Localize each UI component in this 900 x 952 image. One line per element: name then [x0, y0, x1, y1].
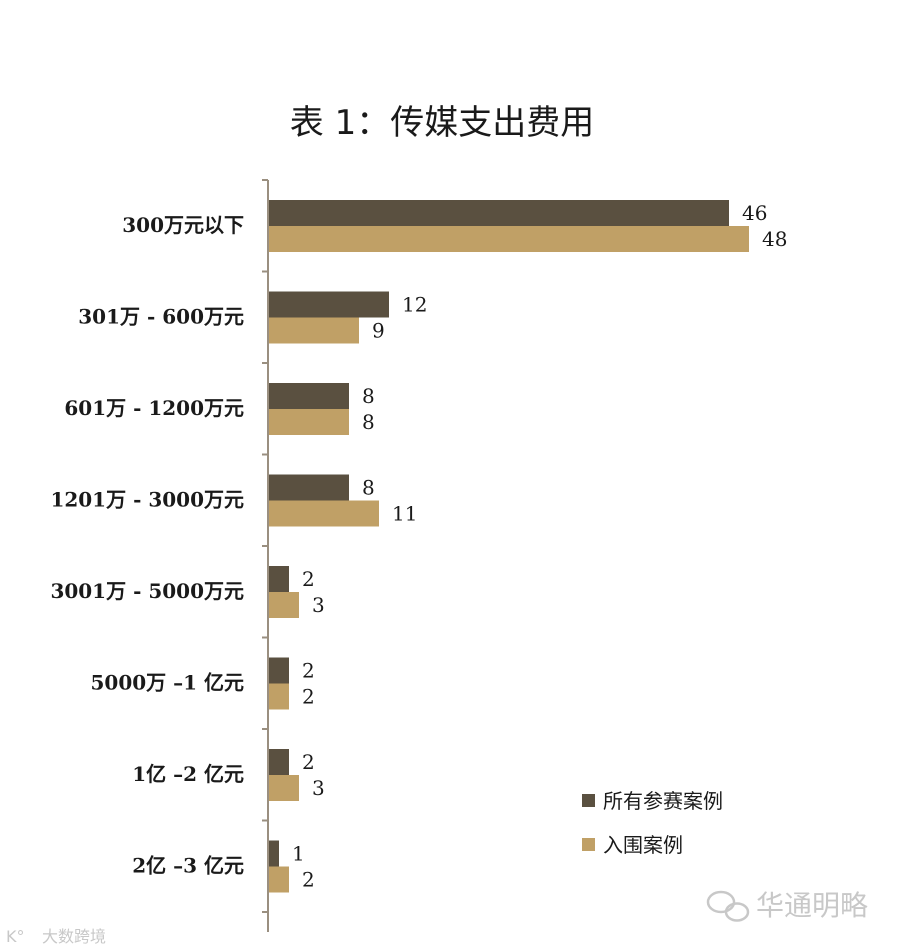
category-label: 3001万 - 5000万元 [50, 579, 244, 603]
data-label-series-0: 8 [362, 384, 375, 408]
data-label-series-1: 2 [302, 868, 315, 892]
y-axis [262, 179, 269, 932]
bar-series-0 [269, 383, 349, 409]
category-label: 1201万 - 3000万元 [50, 488, 244, 512]
data-label-series-0: 1 [292, 842, 305, 866]
data-label-series-1: 2 [302, 685, 315, 709]
category-label: 2亿 –3 亿元 [132, 854, 244, 878]
bar-series-1 [269, 317, 359, 344]
category-label: 1亿 –2 亿元 [132, 762, 244, 786]
data-label-series-0: 2 [302, 567, 315, 591]
watermark-corner-text: 大数跨境 [42, 927, 106, 946]
bar-series-1 [269, 592, 299, 618]
bar-series-0 [269, 291, 389, 318]
bar-series-1 [269, 226, 749, 252]
bar-series-1 [269, 409, 349, 435]
data-label-series-0: 46 [742, 201, 767, 225]
legend-swatch-series-0 [582, 794, 595, 807]
watermark-corner-logo: K° [6, 927, 25, 946]
data-label-series-1: 8 [362, 410, 375, 434]
data-label-series-1: 9 [372, 319, 385, 343]
data-label-series-1: 48 [762, 227, 787, 251]
bar-series-0 [269, 474, 349, 501]
data-label-series-1: 3 [312, 593, 325, 617]
bar-series-1 [269, 500, 379, 527]
bar-series-0 [269, 749, 289, 775]
data-label-series-0: 8 [362, 476, 375, 500]
data-label-series-0: 2 [302, 750, 315, 774]
data-label-series-1: 3 [312, 776, 325, 800]
category-label: 300万元以下 [122, 213, 244, 237]
watermark-brand-text: 华通明略 [756, 889, 868, 922]
bar-series-1 [269, 775, 299, 801]
legend-swatch-series-1 [582, 838, 595, 851]
wechat-icon [706, 890, 750, 922]
category-labels: 300万元以下 301万 - 600万元 601万 - 1200万元 1201万 - … [50, 213, 244, 878]
chart-title: 表 1：传媒支出费用 [290, 103, 594, 143]
bar-series-0 [269, 840, 279, 867]
data-label-series-0: 12 [402, 293, 427, 317]
category-label: 301万 - 600万元 [78, 305, 244, 329]
bar-series-0 [269, 657, 289, 684]
category-label: 5000万 –1 亿元 [90, 671, 244, 695]
legend-label-series-1: 入围案例 [603, 833, 683, 857]
bar-series-0 [269, 566, 289, 592]
data-label-series-0: 2 [302, 659, 315, 683]
bar-series-1 [269, 683, 289, 710]
watermark-corner: K° 大数跨境 [6, 927, 106, 946]
bar-series-0 [269, 200, 729, 226]
category-label: 601万 - 1200万元 [64, 396, 244, 420]
bar-series-1 [269, 866, 289, 893]
data-label-series-1: 11 [392, 502, 417, 526]
watermark-brand: 华通明略 [706, 889, 868, 922]
legend-label-series-0: 所有参赛案例 [603, 789, 723, 813]
legend: 所有参赛案例 入围案例 [582, 789, 723, 857]
